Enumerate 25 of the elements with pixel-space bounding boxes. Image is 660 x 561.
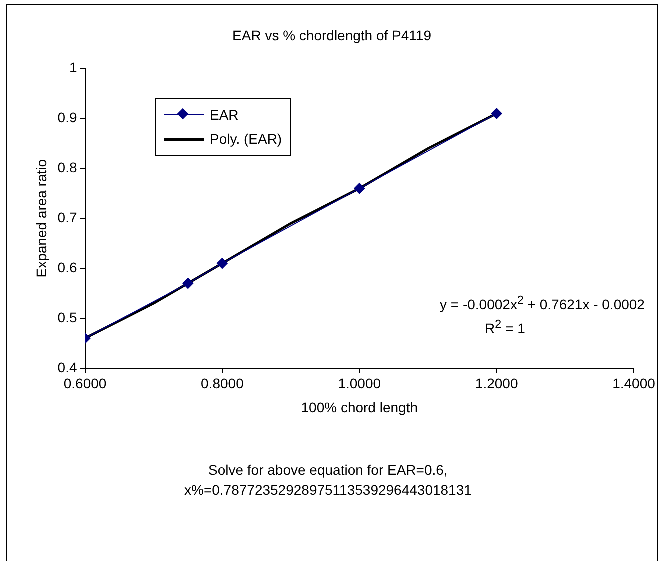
text: Solve for above equation for EAR=0.6, — [208, 462, 448, 478]
y-tick-label: 0.5 — [58, 309, 78, 326]
x-axis-title: 100% chord length — [301, 399, 418, 416]
y-tick-label: 0.4 — [58, 359, 78, 376]
x-tick-label: 1.4000 — [612, 376, 656, 392]
y-tick-label: 0.9 — [58, 110, 78, 126]
x-tick-label: 0.6000 — [64, 376, 107, 392]
annotation: y = -0.0002x$^{2}$ + 0.7621x - 0.0002 — [440, 294, 645, 313]
point — [216, 258, 228, 270]
chart-title: EAR vs % chordlength of P4119 — [232, 27, 432, 44]
x-tick-label: 0.8000 — [201, 376, 244, 392]
y-tick-label: 0.8 — [58, 160, 78, 176]
point — [354, 183, 366, 194]
x-tick-label: 1.2000 — [475, 376, 518, 392]
y-tick-label: 0.6 — [58, 259, 78, 276]
x-tick-label: 1.0000 — [338, 376, 382, 392]
y-axis-title: Expaned area ratio — [33, 159, 50, 278]
legend-label: EAR — [210, 107, 239, 123]
point — [491, 108, 502, 120]
text: x%=0.78772352928975113539296443018131 — [184, 482, 472, 498]
y-tick-label: 0.7 — [58, 209, 78, 226]
legend-label: Poly. (EAR) — [210, 131, 282, 147]
point — [182, 278, 194, 290]
annotation: R$^{2}$ = 1 — [485, 318, 526, 337]
y-tick-label: 1 — [69, 60, 78, 76]
